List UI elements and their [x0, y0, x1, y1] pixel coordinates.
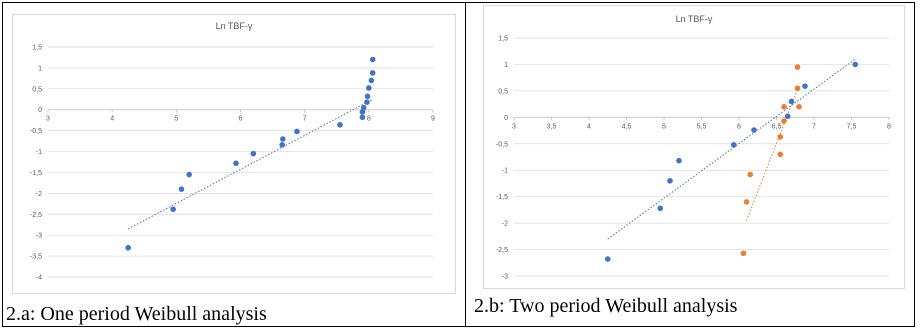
x-tick-label: 7	[812, 123, 816, 130]
data-point-series-0	[337, 121, 343, 128]
y-tick-label: -1,5	[30, 170, 42, 177]
data-point-series-1	[777, 134, 784, 140]
x-tick-label: 6,5	[772, 123, 782, 130]
y-tick-label: -3,5	[30, 254, 42, 261]
x-tick-label: 7,5	[847, 123, 857, 130]
y-tick-label: 0,5	[498, 88, 508, 95]
x-tick-label: 4,5	[622, 123, 632, 130]
data-point-series-1	[794, 64, 801, 70]
x-tick-label: 8	[887, 123, 891, 130]
data-point-series-0	[280, 136, 286, 142]
y-tick-label: 0	[504, 115, 508, 122]
data-point-series-0	[604, 256, 611, 262]
data-point-series-0	[852, 61, 859, 68]
data-point-series-0	[676, 157, 682, 164]
data-point-series-0	[178, 186, 185, 192]
data-point-series-1	[796, 103, 802, 110]
data-point-series-1	[781, 118, 787, 124]
x-tick-label: 4	[587, 123, 591, 130]
y-tick-label: -2,5	[30, 212, 42, 219]
data-point-series-0	[364, 99, 370, 105]
x-tick-label: 5	[662, 123, 666, 130]
y-tick-label: -1,5	[496, 194, 508, 201]
x-tick-label: 5	[174, 116, 178, 123]
data-point-series-0	[233, 160, 239, 167]
y-tick-label: 1,5	[498, 36, 508, 43]
y-tick-label: -0,5	[496, 141, 508, 148]
x-tick-label: 3	[46, 116, 50, 123]
data-point-series-0	[667, 178, 673, 184]
y-tick-label: -0,5	[30, 128, 42, 135]
data-point-series-1	[369, 56, 376, 63]
data-point-series-0	[359, 114, 366, 121]
y-tick-label: -1	[36, 149, 42, 156]
caption-b: 2.b: Two period Weibull analysis	[474, 295, 738, 317]
data-point-series-0	[657, 205, 664, 212]
data-point-series-1	[777, 151, 784, 158]
figure-frame	[2, 2, 915, 327]
data-point-series-1	[781, 103, 787, 110]
chart-title: Ln TBF-γ	[216, 21, 253, 31]
data-point-series-0	[250, 150, 257, 157]
data-point-series-0	[369, 70, 376, 76]
trendline-series-0	[127, 98, 373, 230]
data-point-series-0	[294, 128, 300, 135]
y-tick-label: -4	[36, 275, 42, 282]
x-tick-label: 3,5	[547, 123, 557, 130]
y-tick-label: -2	[502, 221, 508, 228]
x-tick-label: 6	[239, 116, 243, 123]
trendline-series-1	[746, 85, 800, 221]
panel-divider	[465, 2, 466, 327]
y-tick-label: -2,5	[496, 247, 508, 254]
data-point-series-0	[730, 142, 737, 148]
y-tick-label: -3	[36, 233, 42, 240]
y-tick-label: -3	[502, 274, 508, 281]
data-point-series-1	[743, 199, 750, 205]
x-tick-label: 9	[431, 116, 435, 123]
chart-panel-b: Ln TBF-γ 1,5 1 0,5 0 -0,5 -1 -1,5 -2 -2,5 -3 3 3,5 4 4…	[483, 5, 905, 289]
data-point-series-0	[751, 127, 757, 133]
data-point-series-1	[794, 85, 801, 92]
y-tick-label: 1	[38, 65, 42, 72]
data-point-series-0	[784, 113, 791, 120]
data-point-series-0	[279, 142, 286, 148]
data-point-series-0	[170, 206, 176, 213]
x-tick-label: 4	[110, 116, 114, 123]
data-point-series-0	[366, 85, 372, 91]
chart-a-svg: Ln TBF-γ 1,5 1 0,5 0 -0,5 -1 -1,5 -2 -2,5 -3 -3,5 -4…	[30, 21, 435, 282]
x-tick-label: 5,5	[697, 123, 707, 130]
trendline-series-0	[607, 58, 856, 240]
x-tick-label: 3	[512, 123, 516, 130]
data-point-series-0	[788, 98, 795, 105]
y-tick-label: -2	[36, 191, 42, 198]
y-tick-label: 1	[504, 62, 508, 69]
y-tick-label: 0	[38, 107, 42, 114]
y-tick-label: 0,5	[32, 86, 42, 93]
y-tick-label: 1,5	[32, 45, 42, 52]
data-point-series-0	[360, 104, 367, 111]
chart-b-svg: Ln TBF-γ 1,5 1 0,5 0 -0,5 -1 -1,5 -2 -2,5 -3 3 3,5 4 4…	[496, 14, 891, 281]
x-tick-label: 7	[303, 116, 307, 123]
caption-a: 2.a: One period Weibull analysis	[6, 303, 267, 325]
data-point-series-0	[802, 83, 808, 89]
data-point-series-0	[364, 93, 371, 100]
data-point-series-1	[747, 171, 754, 178]
data-point-series-0	[125, 244, 132, 251]
data-point-series-0	[368, 77, 375, 84]
data-point-series-1	[740, 250, 747, 257]
x-tick-label: 8	[367, 116, 371, 123]
y-tick-label: -1	[502, 168, 508, 175]
x-tick-label: 6	[737, 123, 741, 130]
chart-title: Ln TBF-γ	[676, 14, 713, 24]
chart-panel-a: Ln TBF-γ 1,5 1 0,5 0 -0,5 -1 -1,5 -2 -2,5 -3 -3,5 -4…	[12, 14, 456, 294]
data-point-series-0	[186, 171, 192, 178]
